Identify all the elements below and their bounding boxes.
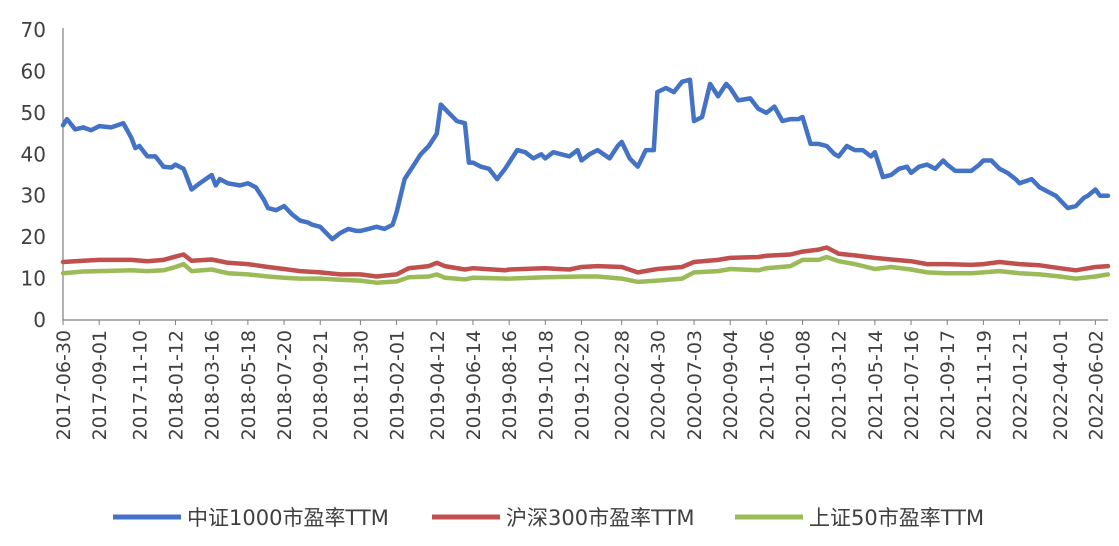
legend-item: 中证1000市盈率TTM	[113, 506, 389, 530]
x-tick-label: 2017-06-30	[53, 330, 75, 440]
legend-label: 上证50市盈率TTM	[809, 506, 984, 530]
y-axis: 0 10 20 30 40 50 60 70	[21, 18, 64, 332]
x-tick-label: 2021-09-17	[937, 330, 959, 440]
legend: 中证1000市盈率TTM 沪深300市盈率TTM 上证50市盈率TTM	[113, 506, 984, 530]
x-tick-label: 2018-05-18	[238, 330, 260, 440]
x-tick-label: 2022-04-01	[1050, 330, 1072, 440]
x-tick-label: 2018-07-20	[274, 330, 296, 440]
legend-label: 沪深300市盈率TTM	[506, 506, 695, 530]
x-tick-label: 2019-06-14	[463, 330, 485, 440]
series-line	[60, 77, 1111, 242]
x-tick-label: 2020-04-30	[647, 330, 669, 440]
x-tick-label: 2019-02-01	[387, 330, 409, 440]
x-tick-label: 2020-02-28	[612, 330, 634, 440]
x-tick-label: 2019-10-18	[535, 330, 557, 440]
x-tick-label: 2017-11-10	[129, 330, 151, 440]
x-axis: 2017-06-30 2017-09-01 2017-11-10 2018-01-12…	[53, 319, 1108, 440]
x-tick-label: 2018-11-30	[350, 330, 372, 440]
series-line	[60, 245, 1111, 279]
y-tick-label: 50	[21, 101, 46, 125]
x-tick-label: 2021-05-14	[865, 330, 887, 440]
x-tick-label: 2020-07-03	[684, 330, 706, 440]
y-tick-label: 60	[21, 59, 46, 83]
x-tick-label: 2019-04-12	[427, 330, 449, 440]
x-tick-label: 2021-07-16	[901, 330, 923, 440]
x-tick-label: 2018-03-16	[202, 330, 224, 440]
x-tick-label: 2019-12-20	[571, 330, 593, 440]
x-tick-label: 2022-06-02	[1085, 330, 1107, 440]
y-tick-label: 0	[33, 308, 46, 332]
y-tick-label: 40	[21, 142, 46, 166]
series-line	[60, 254, 1111, 285]
legend-label: 中证1000市盈率TTM	[187, 506, 389, 530]
x-tick-label: 2021-11-19	[973, 330, 995, 440]
x-tick-label: 2020-09-04	[720, 330, 742, 440]
series-layer	[60, 77, 1111, 285]
x-tick-label: 2018-09-21	[310, 330, 332, 440]
x-tick-label: 2022-01-21	[1010, 330, 1032, 440]
y-tick-label: 30	[21, 184, 46, 208]
y-tick-label: 10	[21, 267, 46, 291]
x-tick-label: 2017-09-01	[89, 330, 111, 440]
x-tick-label: 2018-01-12	[166, 330, 188, 440]
x-tick-label: 2021-01-08	[793, 330, 815, 440]
x-tick-label: 2019-08-16	[499, 330, 521, 440]
legend-item: 沪深300市盈率TTM	[432, 506, 695, 530]
y-tick-label: 20	[21, 225, 46, 249]
x-tick-label: 2020-11-06	[756, 330, 778, 440]
y-tick-label: 70	[21, 18, 46, 42]
legend-item: 上证50市盈率TTM	[735, 506, 984, 530]
x-tick-label: 2021-03-12	[829, 330, 851, 440]
